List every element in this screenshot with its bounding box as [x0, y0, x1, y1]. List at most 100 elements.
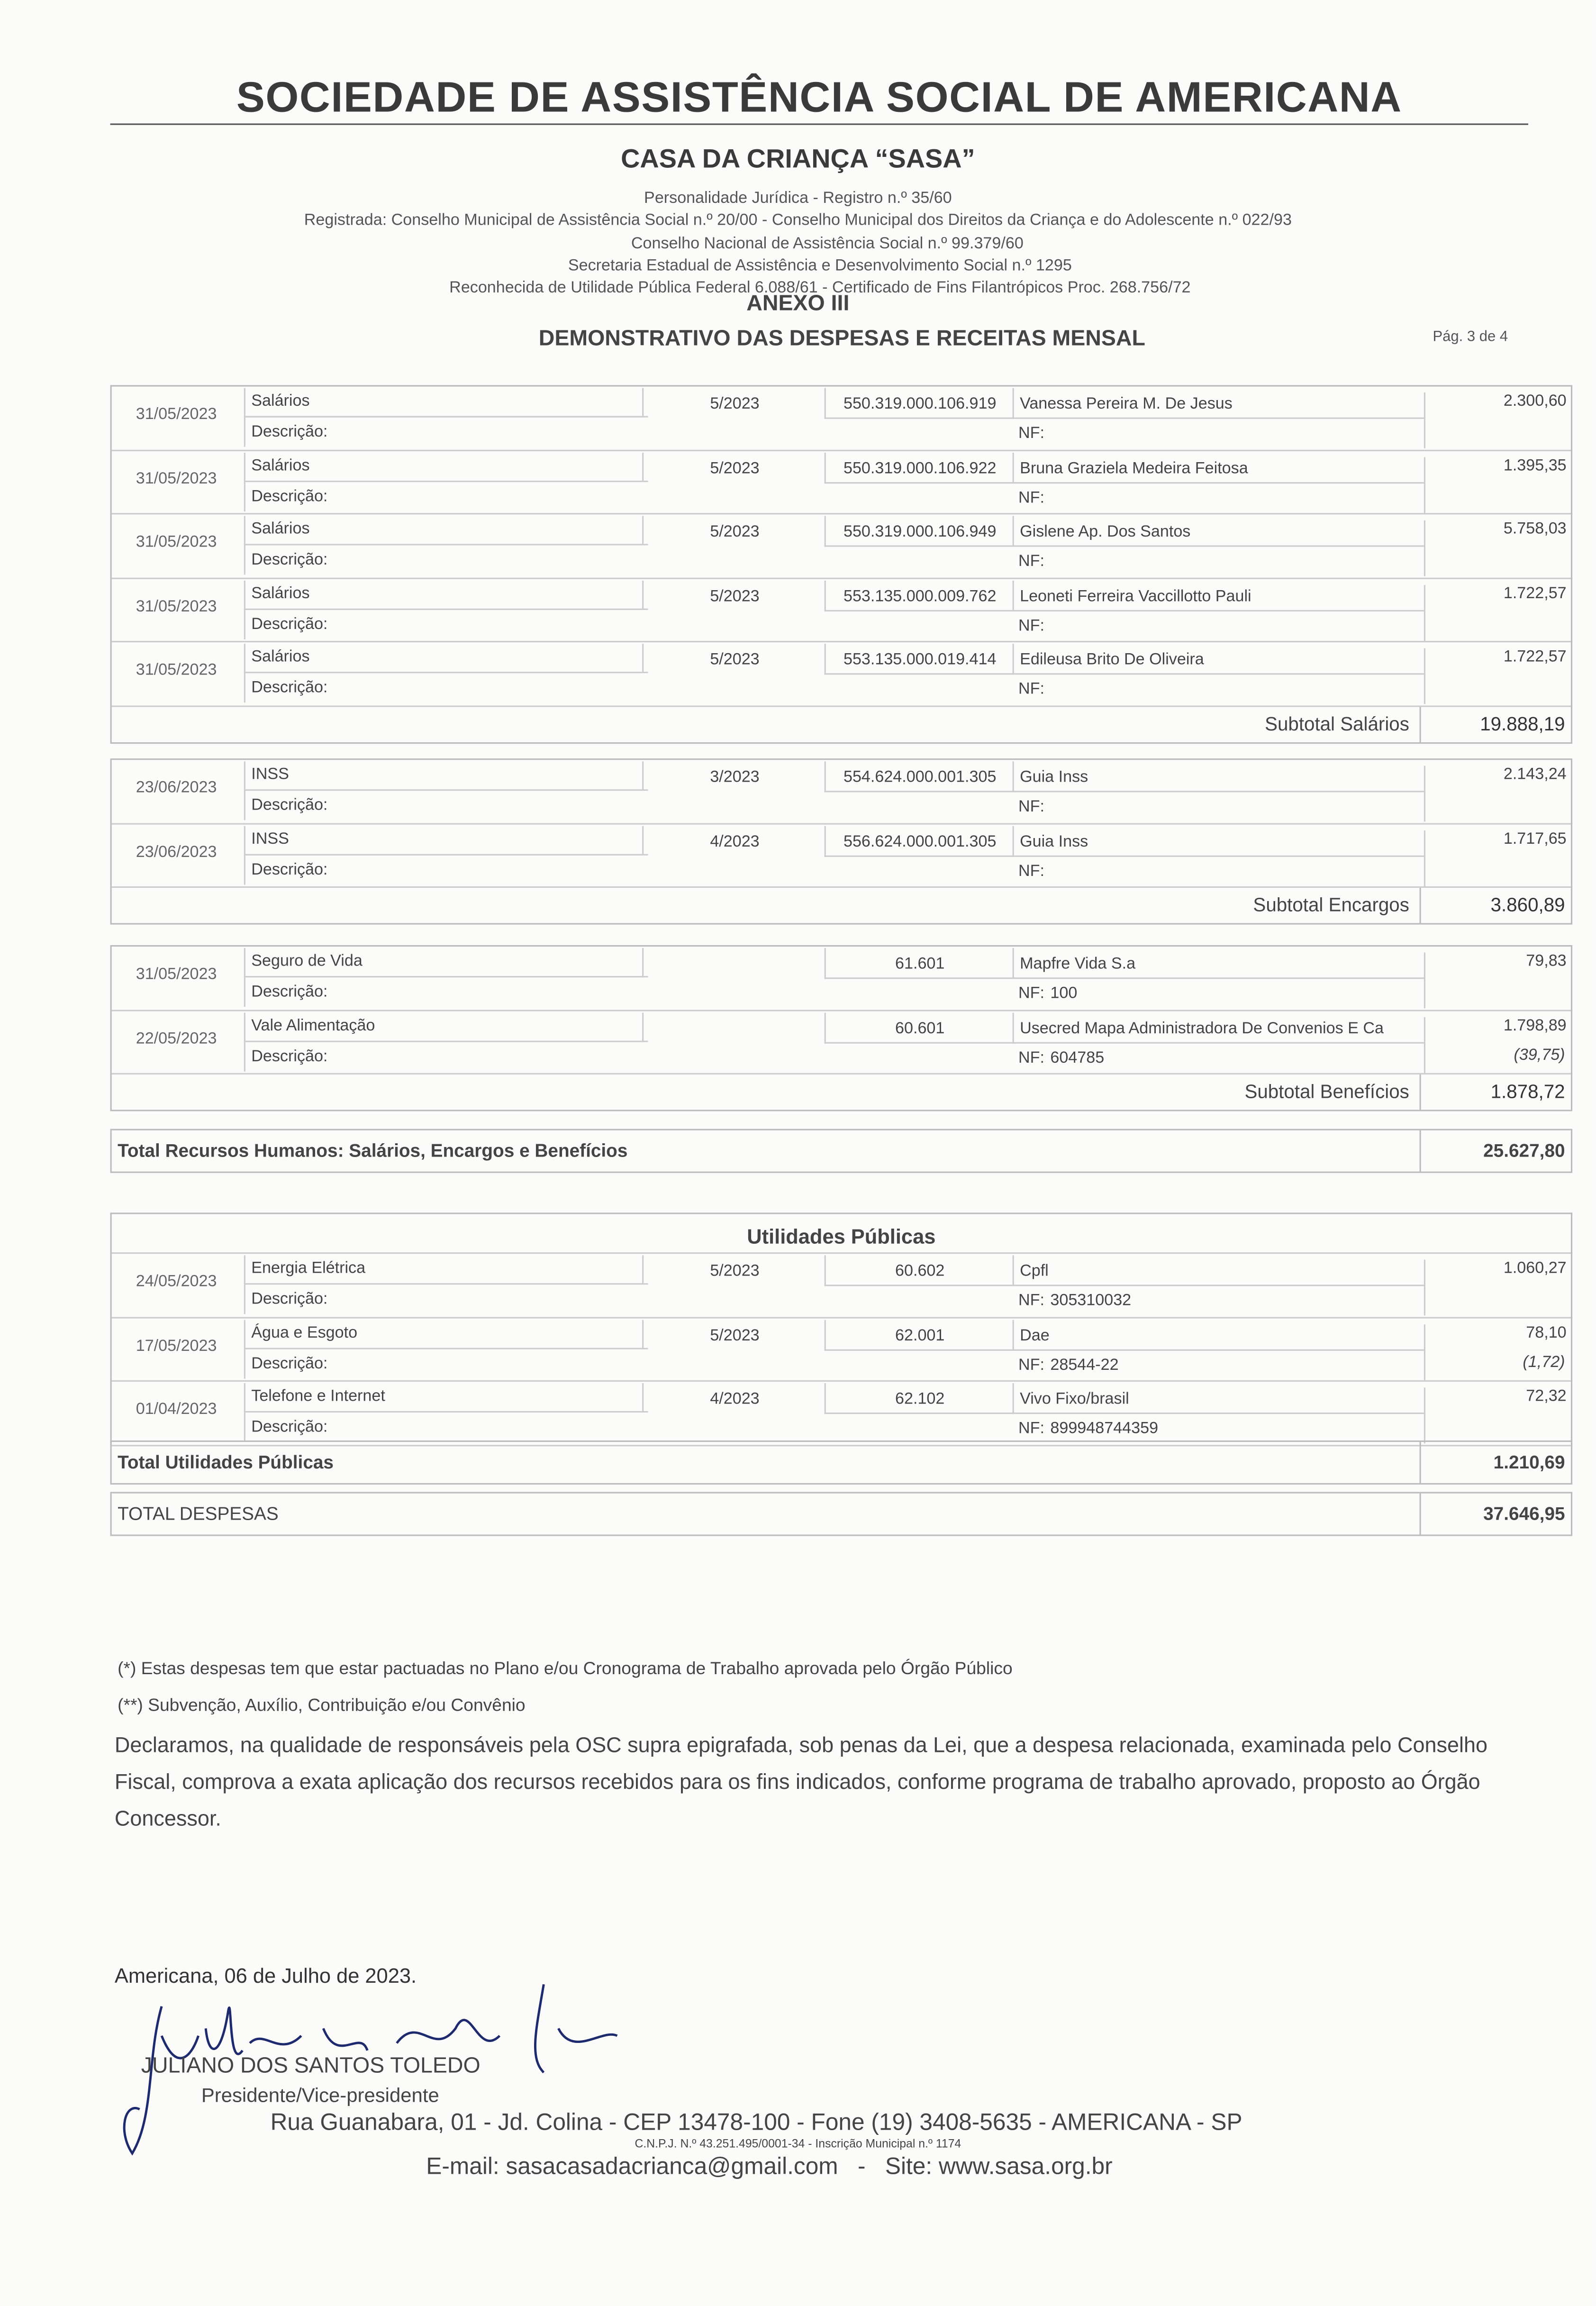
date-cell: 31/05/2023	[136, 469, 217, 487]
competence-cell	[642, 1012, 826, 1040]
supplier-cell: Dae	[1012, 1319, 1425, 1350]
value-cell: 2.143,24	[1424, 766, 1572, 822]
document-cell: 550.319.000.106.949	[824, 516, 1014, 547]
description-label: Descrição:	[244, 417, 1016, 447]
table-row: 31/05/2023 Seguro de Vida Descrição: 61.601…	[111, 947, 1571, 1011]
description-label: Descrição:	[244, 1349, 1016, 1378]
header-line: Secretaria Estadual de Assistência e Des…	[568, 257, 1072, 275]
utilidades-title: Utilidades Públicas	[111, 1214, 1571, 1254]
nf-label: NF:	[1018, 680, 1044, 698]
date-cell: 01/04/2023	[136, 1401, 217, 1419]
date-cell: 24/05/2023	[136, 1273, 217, 1291]
header-line: Reconhecida de Utilidade Pública Federal…	[449, 279, 1191, 297]
total-despesas-label: TOTAL DESPESAS	[118, 1504, 279, 1524]
org-title: SOCIEDADE DE ASSISTÊNCIA SOCIAL DE AMERI…	[110, 73, 1529, 125]
total-utilidades-value: 1.210,69	[1419, 1442, 1571, 1483]
date-cell: 23/06/2023	[136, 843, 217, 861]
value-cell: 2.300,60	[1424, 392, 1572, 448]
supplier-cell: Gislene Ap. Dos Santos	[1012, 516, 1425, 547]
nf-cell: NF: 100	[1013, 977, 1424, 1010]
nf-cell: NF:	[1013, 855, 1424, 887]
supplier-cell: Usecred Mapa Administradora De Convenios…	[1012, 1012, 1425, 1043]
annex-label: ANEXO III	[746, 291, 850, 316]
total-utilidades-label: Total Utilidades Públicas	[118, 1452, 334, 1473]
total-utilidades-row: Total Utilidades Públicas 1.210,69	[110, 1440, 1573, 1485]
document-cell: 60.602	[824, 1255, 1014, 1286]
value-cell: 1.722,57	[1424, 584, 1572, 640]
competence-cell: 5/2023	[642, 1255, 826, 1284]
document-cell: 60.601	[824, 1012, 1014, 1043]
document-cell: 62.001	[824, 1319, 1014, 1350]
nf-value: 28544-22	[1050, 1356, 1119, 1374]
table-row: 31/05/2023 Salários Descrição: 5/2023 550.31…	[111, 450, 1571, 515]
category-cell: Salários	[244, 644, 648, 674]
category-cell: Energia Elétrica	[244, 1255, 648, 1285]
total-rh-row: Total Recursos Humanos: Salários, Encarg…	[110, 1129, 1573, 1173]
nf-cell: NF:	[1013, 791, 1424, 823]
nf-label: NF:	[1018, 798, 1044, 816]
subtotal-row: Subtotal Encargos 3.860,89	[112, 888, 1571, 923]
utilidades-table: Utilidades Públicas 24/05/2023 Energia El…	[110, 1212, 1573, 1446]
nf-cell: NF:	[1013, 673, 1424, 705]
place-date: Americana, 06 de Julho de 2023.	[114, 1963, 417, 1987]
salarios-table: 31/05/2023 Salários Descrição: 5/2023 550.31…	[110, 385, 1573, 743]
supplier-cell: Leoneti Ferreira Vaccillotto Pauli	[1012, 580, 1425, 611]
total-despesas-value: 37.646,95	[1419, 1493, 1571, 1535]
nf-label: NF:	[1018, 425, 1044, 443]
nf-label: NF:	[1018, 552, 1044, 571]
header-line: Registrada: Conselho Municipal de Assist…	[304, 211, 1292, 229]
supplier-cell: Bruna Graziela Medeira Feitosa	[1012, 452, 1425, 483]
table-row: 31/05/2023 Salários Descrição: 5/2023 553.13…	[111, 578, 1572, 643]
document-cell: 553.135.000.019.414	[824, 644, 1014, 675]
date-cell: 17/05/2023	[136, 1337, 217, 1355]
header-line: Conselho Nacional de Assistência Social …	[631, 235, 1024, 253]
document-cell: 550.319.000.106.922	[824, 452, 1014, 483]
adjustment-cell: (39,75)	[1514, 1046, 1565, 1064]
value-cell: 1.798,89	[1424, 1016, 1572, 1073]
nf-label: NF:	[1018, 1292, 1044, 1310]
nf-value: 100	[1050, 984, 1078, 1003]
table-row: 23/06/2023 INSS Descrição: 4/2023 556.624.00…	[111, 824, 1572, 888]
category-cell: Salários	[244, 516, 648, 546]
date-cell: 31/05/2023	[136, 661, 217, 679]
nf-cell: NF: 604785	[1013, 1041, 1424, 1074]
category-cell: Seguro de Vida	[244, 948, 648, 978]
category-cell: INSS	[244, 825, 648, 855]
nf-cell: NF:	[1013, 482, 1424, 514]
category-cell: INSS	[244, 761, 648, 791]
subtotal-label: Subtotal Encargos	[1253, 893, 1409, 916]
table-row: 22/05/2023 Vale Alimentação Descrição: 60.6…	[111, 1011, 1572, 1075]
category-cell: Telefone e Internet	[244, 1383, 648, 1413]
page-number: Pág. 3 de 4	[1433, 329, 1508, 346]
document-cell: 62.102	[824, 1383, 1014, 1414]
date-cell: 22/05/2023	[136, 1030, 217, 1048]
competence-cell: 4/2023	[642, 825, 826, 854]
competence-cell: 5/2023	[642, 452, 826, 480]
category-cell: Vale Alimentação	[244, 1012, 648, 1042]
declaration: Declaramos, na qualidade de responsáveis…	[114, 1734, 1488, 1832]
value-cell: 78,10	[1424, 1323, 1572, 1380]
document-title: DEMONSTRATIVO DAS DESPESAS E RECEITAS ME…	[538, 326, 1145, 352]
value-cell: 1.060,27	[1424, 1259, 1572, 1316]
competence-cell: 5/2023	[642, 1319, 826, 1348]
nf-cell: NF:	[1013, 418, 1424, 450]
document-cell: 556.624.000.001.305	[824, 825, 1014, 857]
document-cell: 554.624.000.001.305	[824, 761, 1014, 793]
competence-cell: 5/2023	[642, 388, 826, 416]
supplier-cell: Mapfre Vida S.a	[1012, 948, 1425, 979]
date-cell: 31/05/2023	[136, 966, 217, 984]
signature-image	[123, 1984, 618, 2156]
description-label: Descrição:	[244, 1285, 1016, 1314]
subtotal-label: Subtotal Salários	[1265, 712, 1409, 734]
contact: E-mail: sasacasadacrianca@gmail.com - Si…	[426, 2155, 1113, 2180]
nf-label: NF:	[1018, 984, 1044, 1003]
document-cell: 553.135.000.009.762	[824, 580, 1014, 611]
nf-label: NF:	[1018, 862, 1044, 880]
value-cell: 1.717,65	[1424, 829, 1572, 886]
footnote: (**) Subvenção, Auxílio, Contribuição e/…	[118, 1695, 526, 1715]
competence-cell	[642, 948, 826, 976]
signer-name: JULIANO DOS SANTOS TOLEDO	[141, 2053, 481, 2078]
address: Rua Guanabara, 01 - Jd. Colina - CEP 134…	[270, 2111, 1242, 2136]
subtotal-row: Subtotal Benefícios 1.878,72	[112, 1074, 1571, 1110]
